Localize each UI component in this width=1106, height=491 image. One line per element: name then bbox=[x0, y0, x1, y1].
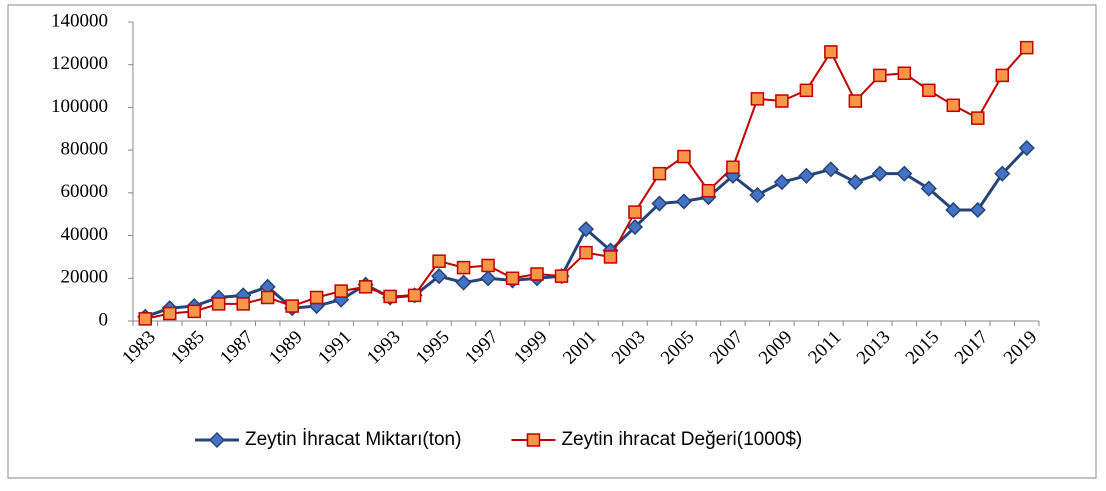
point bbox=[603, 250, 618, 264]
point bbox=[260, 290, 275, 305]
point bbox=[138, 312, 152, 326]
point bbox=[334, 284, 348, 298]
point bbox=[1020, 40, 1034, 55]
point bbox=[626, 218, 644, 236]
point bbox=[358, 280, 373, 294]
point bbox=[285, 299, 299, 313]
point bbox=[995, 68, 1010, 83]
y-tick-label: 20000 bbox=[61, 267, 109, 288]
point bbox=[628, 205, 642, 219]
y-tick-label: 120000 bbox=[51, 53, 108, 74]
point bbox=[211, 297, 226, 311]
point bbox=[309, 290, 324, 305]
point bbox=[946, 98, 961, 113]
point bbox=[701, 183, 716, 198]
point bbox=[871, 165, 888, 182]
point bbox=[407, 288, 422, 303]
point bbox=[773, 174, 790, 191]
point bbox=[969, 201, 986, 219]
point bbox=[577, 221, 595, 238]
y-tick-label: 100000 bbox=[51, 96, 108, 117]
point bbox=[432, 254, 446, 268]
point bbox=[847, 174, 864, 191]
point bbox=[750, 92, 765, 106]
point bbox=[848, 94, 863, 108]
point bbox=[187, 304, 201, 319]
point bbox=[677, 149, 691, 164]
legend-label: Zeytin İhracat Miktarı(ton) bbox=[245, 429, 461, 450]
point bbox=[1018, 139, 1035, 157]
point bbox=[526, 433, 541, 447]
point bbox=[456, 260, 471, 275]
point bbox=[162, 306, 177, 321]
point bbox=[652, 166, 667, 181]
point bbox=[994, 165, 1011, 182]
point bbox=[208, 431, 226, 449]
chart-border bbox=[7, 4, 1097, 479]
point bbox=[726, 160, 740, 174]
point bbox=[505, 271, 520, 286]
legend-label: Zeytin ihracat Değeri(1000$) bbox=[561, 429, 802, 450]
point bbox=[479, 270, 497, 287]
point bbox=[675, 193, 693, 210]
point bbox=[749, 186, 766, 204]
point bbox=[530, 267, 544, 281]
y-tick-label: 60000 bbox=[61, 181, 109, 202]
point bbox=[945, 201, 962, 219]
point bbox=[873, 68, 887, 83]
point bbox=[897, 66, 912, 81]
y-tick-label: 0 bbox=[99, 309, 109, 330]
point bbox=[822, 161, 839, 178]
point bbox=[798, 167, 815, 184]
point bbox=[455, 274, 472, 291]
point bbox=[431, 268, 448, 285]
point bbox=[554, 269, 569, 283]
y-tick-label: 40000 bbox=[61, 224, 109, 245]
point bbox=[971, 111, 985, 125]
y-tick-label: 140000 bbox=[51, 10, 108, 31]
point bbox=[920, 180, 937, 197]
y-tick-label: 80000 bbox=[61, 139, 109, 160]
point bbox=[922, 83, 936, 98]
point bbox=[651, 195, 668, 212]
point bbox=[824, 45, 838, 59]
point bbox=[236, 297, 250, 311]
point bbox=[481, 258, 495, 273]
point bbox=[579, 245, 593, 260]
point bbox=[896, 165, 913, 182]
legend: Zeytin İhracat Miktarı(ton) Zeytin ihraca… bbox=[195, 429, 802, 450]
point bbox=[799, 83, 814, 98]
point bbox=[775, 94, 789, 108]
point bbox=[383, 289, 397, 304]
